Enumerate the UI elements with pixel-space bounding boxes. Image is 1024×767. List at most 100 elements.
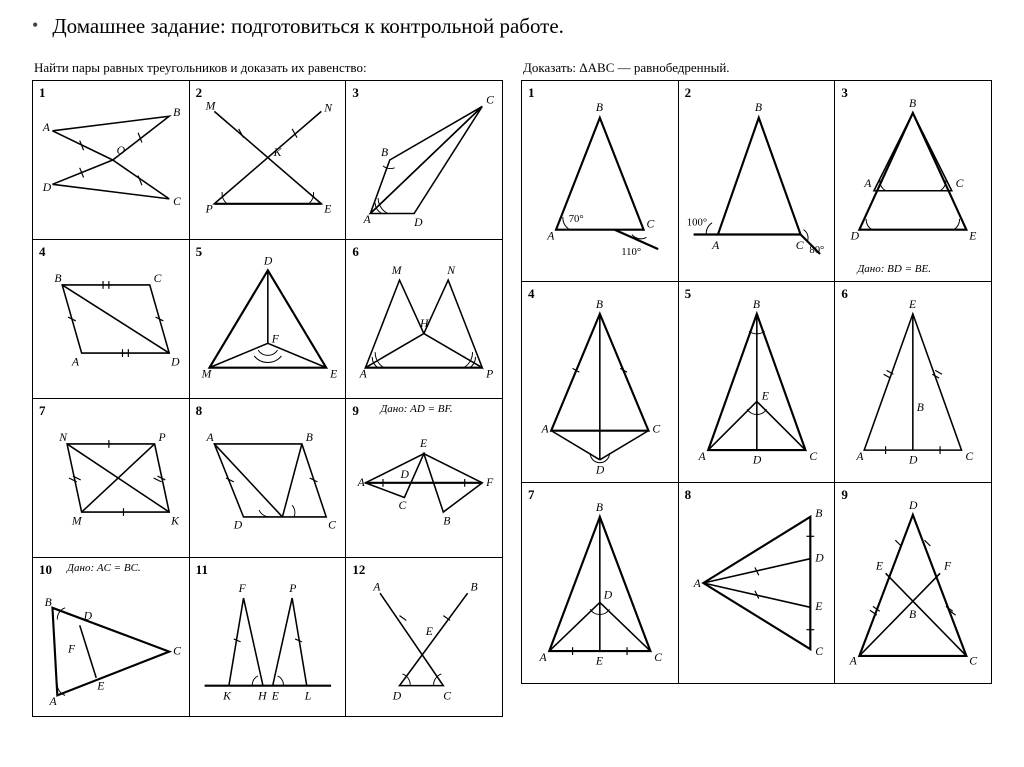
svg-text:C: C [444, 689, 452, 702]
svg-text:B: B [596, 501, 603, 514]
cell-number: 8 [196, 403, 203, 419]
svg-text:A: A [363, 213, 372, 226]
left-title: Найти пары равных треугольников и доказа… [34, 60, 501, 76]
svg-text:C: C [647, 218, 655, 231]
cell-L8: 8 AB DC [189, 399, 346, 558]
svg-text:F: F [943, 559, 952, 572]
svg-text:C: C [173, 645, 181, 658]
svg-text:C: C [173, 195, 181, 208]
cell-L12: 12 AB DC E [346, 558, 503, 717]
right-grid: 1 B AC 70° 110° 2 [521, 80, 992, 684]
svg-text:C: C [795, 239, 803, 252]
figure-L11: FP KH EL [190, 558, 346, 716]
svg-text:A: A [711, 239, 720, 252]
cell-R7: 7 B AC DE [522, 483, 679, 684]
svg-text:M: M [71, 515, 83, 528]
page-title: Домашнее задание: подготовиться к контро… [52, 12, 564, 40]
svg-text:A: A [205, 431, 214, 444]
cell-number: 7 [528, 487, 535, 503]
svg-text:A: A [373, 580, 382, 593]
svg-text:F: F [270, 332, 279, 345]
svg-text:B: B [173, 106, 180, 119]
svg-text:P: P [204, 203, 212, 216]
svg-text:A: A [71, 356, 80, 369]
svg-text:D: D [908, 499, 918, 512]
svg-text:E: E [875, 559, 883, 572]
svg-text:B: B [753, 298, 760, 311]
cell-R5: 5 B AC DE [678, 282, 835, 483]
svg-text:P: P [485, 367, 493, 380]
svg-text:F: F [67, 643, 76, 656]
svg-text:C: C [970, 655, 978, 668]
svg-text:D: D [595, 463, 605, 476]
svg-text:D: D [263, 255, 273, 268]
cell-number: 9 [841, 487, 848, 503]
given-text: Дано: BD = BE. [857, 263, 931, 275]
svg-text:E: E [760, 390, 768, 403]
figure-L5: ME DF [190, 240, 346, 398]
angle-100: 100° [686, 217, 706, 229]
cell-number: 6 [352, 244, 359, 260]
cell-number: 1 [528, 85, 535, 101]
svg-text:M: M [391, 264, 403, 277]
svg-text:A: A [359, 367, 368, 380]
cell-R3: 3 Дано: BD = BE. B AC DE [835, 81, 992, 282]
cell-number: 2 [196, 85, 203, 101]
svg-text:K: K [272, 146, 282, 159]
right-title: Доказать: ΔABC — равнобедренный. [523, 60, 990, 76]
svg-text:C: C [652, 423, 660, 436]
figure-L12: AB DC E [346, 558, 502, 716]
svg-text:B: B [54, 272, 61, 285]
svg-text:C: C [328, 519, 336, 532]
cell-L5: 5 ME DF [189, 240, 346, 399]
svg-text:B: B [909, 97, 916, 110]
svg-text:C: C [154, 272, 162, 285]
svg-text:H: H [419, 317, 429, 330]
cell-R9: 9 D AC EF B [835, 483, 992, 684]
svg-text:F: F [485, 476, 494, 489]
figure-R9: D AC EF B [835, 483, 991, 683]
svg-text:D: D [83, 609, 93, 622]
svg-text:A: A [546, 229, 555, 242]
figure-R1: B AC 70° 110° [522, 81, 678, 281]
cell-number: 4 [528, 286, 535, 302]
cell-number: 8 [685, 487, 692, 503]
svg-text:B: B [815, 507, 822, 520]
svg-text:D: D [908, 454, 918, 467]
svg-text:A: A [540, 423, 549, 436]
cell-number: 5 [196, 244, 203, 260]
figure-L2: MN PE K [190, 81, 346, 239]
svg-text:F: F [237, 582, 246, 595]
cell-number: 10 [39, 562, 52, 578]
svg-text:K: K [170, 515, 180, 528]
svg-text:D: D [42, 181, 52, 194]
cell-number: 5 [685, 286, 692, 302]
svg-text:C: C [809, 450, 817, 463]
cell-number: 11 [196, 562, 208, 578]
svg-text:P: P [288, 582, 296, 595]
svg-text:M: M [200, 367, 212, 380]
svg-text:E: E [270, 689, 278, 702]
svg-text:D: D [814, 552, 824, 565]
svg-text:D: D [752, 454, 762, 467]
figure-L6: AP MN H [346, 240, 502, 398]
svg-text:E: E [969, 229, 977, 242]
svg-text:D: D [400, 468, 410, 481]
svg-text:A: A [42, 121, 51, 134]
svg-text:C: C [815, 645, 823, 658]
cell-number: 2 [685, 85, 692, 101]
figure-R2: B AC 100° 80° [679, 81, 835, 281]
svg-text:A: A [357, 476, 366, 489]
figure-L9: AE CB DF [346, 399, 502, 557]
svg-text:E: E [323, 203, 331, 216]
svg-text:L: L [303, 689, 310, 702]
svg-text:B: B [917, 401, 924, 414]
svg-text:P: P [157, 431, 165, 444]
figure-R3: B AC DE [835, 81, 991, 281]
cell-R2: 2 B AC 100° 80° [678, 81, 835, 282]
svg-text:C: C [966, 450, 974, 463]
svg-text:A: A [856, 450, 865, 463]
svg-text:C: C [654, 651, 662, 664]
svg-text:B: B [596, 298, 603, 311]
svg-text:C: C [486, 94, 494, 107]
